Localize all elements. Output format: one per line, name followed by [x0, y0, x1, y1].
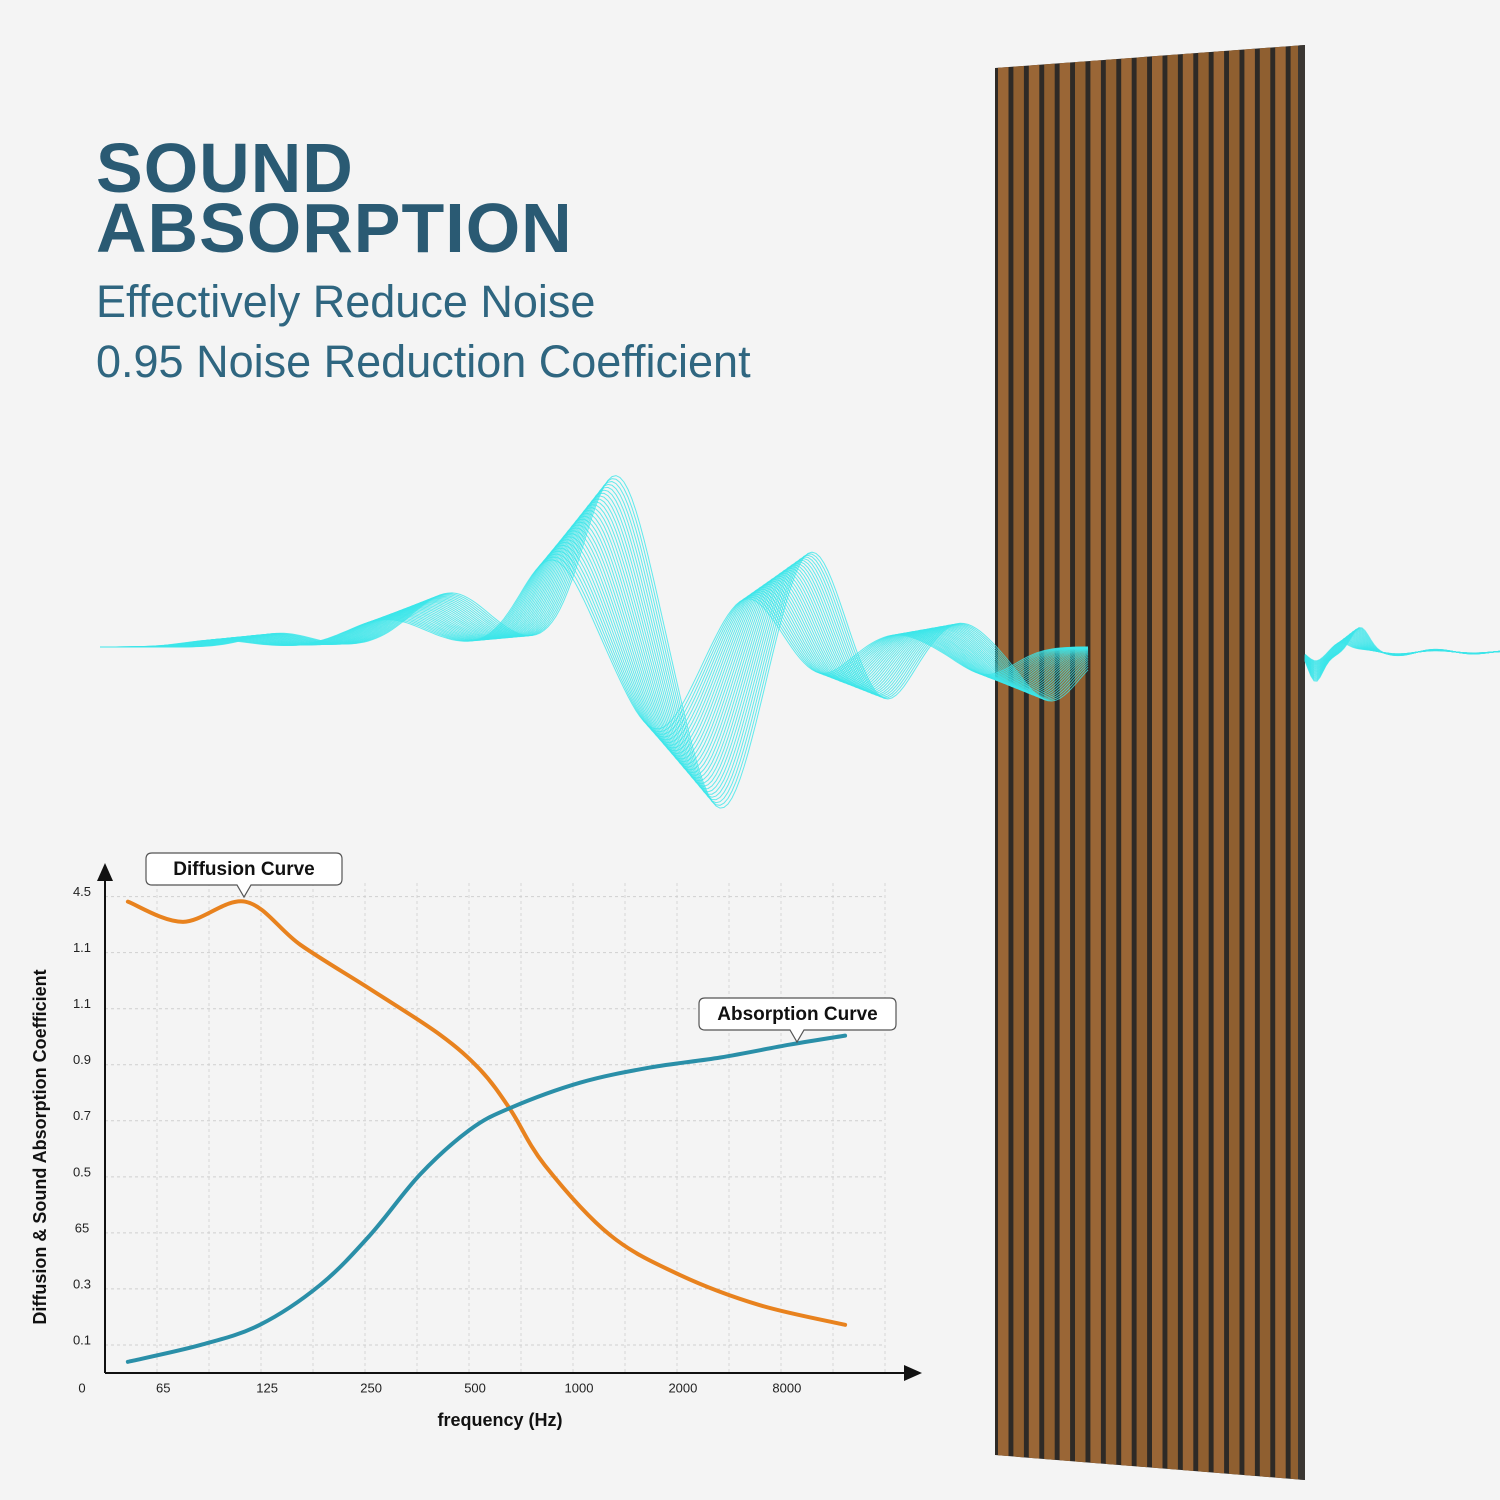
- slat: [1013, 45, 1024, 1480]
- series-label: Diffusion Curve: [173, 859, 314, 880]
- slat: [1259, 45, 1271, 1480]
- slat: [1244, 45, 1255, 1480]
- title: SOUND ABSORPTION: [96, 129, 573, 267]
- y-tick-label: 0.3: [73, 1276, 91, 1291]
- x-tick-label: 500: [464, 1380, 486, 1395]
- wave-line: [1304, 627, 1500, 682]
- y-axis-arrow: [97, 863, 113, 881]
- slat: [1136, 45, 1148, 1480]
- slat: [1213, 45, 1225, 1480]
- x-axis-arrow: [904, 1365, 922, 1381]
- slat: [1198, 45, 1209, 1480]
- slat: [1121, 45, 1132, 1480]
- x-tick-label: 125: [256, 1380, 278, 1395]
- title-line: SOUND: [96, 129, 354, 207]
- wave-line: [1304, 634, 1500, 671]
- subtitle-line: Effectively Reduce Noise: [96, 276, 596, 327]
- y-tick-label: 1.1: [73, 996, 91, 1011]
- subtitle: Effectively Reduce Noise 0.95 Noise Redu…: [96, 272, 751, 392]
- slat: [1075, 45, 1086, 1480]
- x-tick-label: 2000: [668, 1380, 697, 1395]
- y-tick-label: 0.9: [73, 1052, 91, 1067]
- y-tick-label: 0.1: [73, 1332, 91, 1347]
- series-label: Absorption Curve: [717, 1004, 877, 1025]
- slat: [1182, 45, 1194, 1480]
- chart: 0 0.1 0.3 65 0.5 0.7 0.9 1.1 1.1 4.5 65 125 250 500 10…: [30, 852, 922, 1430]
- slat: [1059, 45, 1071, 1480]
- slat: [1275, 45, 1286, 1480]
- y-tick-label: 4.5: [73, 884, 91, 899]
- slat: [1290, 45, 1302, 1480]
- series-line: [125, 1033, 848, 1364]
- wave-line: [100, 539, 1089, 749]
- y-tick-label: 65: [75, 1220, 89, 1235]
- wave-line: [100, 541, 1089, 746]
- series-line: [125, 899, 848, 1327]
- title-line: ABSORPTION: [96, 189, 573, 267]
- slat: [1167, 45, 1178, 1480]
- callout-box: [145, 852, 343, 899]
- x-axis-label: frequency (Hz): [437, 1410, 562, 1430]
- sound-wave: [100, 475, 1500, 809]
- x-tick-label: 1000: [565, 1380, 594, 1395]
- slat: [998, 45, 1009, 1480]
- subtitle-line: 0.95 Noise Reduction Coefficient: [96, 336, 751, 387]
- slat: [1229, 45, 1240, 1480]
- y-tick-label: 0.5: [73, 1164, 91, 1179]
- slat: [1044, 45, 1055, 1480]
- x-tick-label: 65: [156, 1380, 170, 1395]
- slat: [1152, 45, 1163, 1480]
- y-tick-label: 0: [78, 1380, 85, 1395]
- x-tick-label: 8000: [772, 1380, 801, 1395]
- y-axis-label: Diffusion & Sound Absorption Coefficient: [30, 969, 50, 1324]
- y-tick-label: 0.7: [73, 1108, 91, 1123]
- slat: [1105, 45, 1117, 1480]
- y-tick-label: 1.1: [73, 940, 91, 955]
- panel-edge: [1298, 45, 1305, 1480]
- wave-line: [100, 536, 1089, 752]
- x-tick-label: 250: [360, 1380, 382, 1395]
- slat: [1028, 45, 1040, 1480]
- callout-box: [698, 997, 897, 1044]
- acoustic-panel: [995, 45, 1305, 1480]
- wave-line: [100, 475, 1089, 809]
- slat: [1090, 45, 1101, 1480]
